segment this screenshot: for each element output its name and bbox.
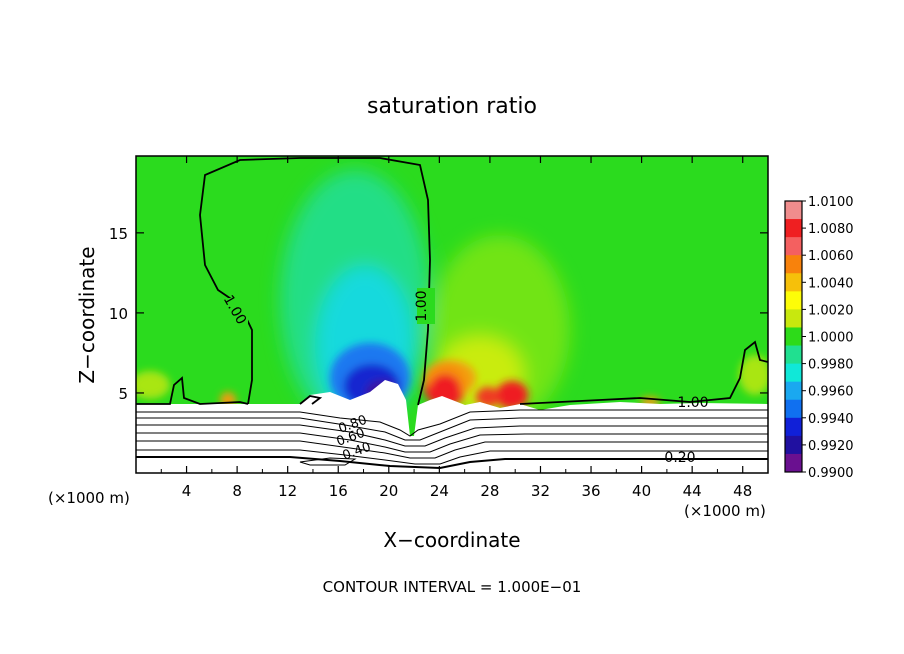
field-blob-red4 bbox=[476, 387, 500, 407]
x-tick-label: 16 bbox=[329, 482, 348, 500]
x-tick-label: 8 bbox=[232, 482, 242, 500]
x-axis: 4 8 12 16 20 24 28 32 36 40 44 48 bbox=[160, 156, 769, 500]
colorbar-swatch bbox=[785, 237, 802, 256]
x-tick-label: 28 bbox=[480, 482, 499, 500]
contour-line-4 bbox=[136, 432, 768, 453]
field-blob-yellow-left bbox=[136, 371, 170, 399]
contour-line-5 bbox=[136, 440, 768, 459]
contour-line-3 bbox=[136, 424, 768, 447]
colorbar-swatch bbox=[785, 381, 802, 401]
contour-line-1 bbox=[136, 409, 768, 437]
x-tick-label: 12 bbox=[278, 482, 297, 500]
plot-frame bbox=[135, 155, 769, 474]
contour-label-back-1 bbox=[214, 298, 248, 328]
y-axis: 5 10 15 bbox=[109, 225, 768, 403]
contour-label-backs bbox=[214, 288, 435, 328]
colorbar-label: 1.0020 bbox=[808, 303, 854, 318]
colorbar-swatch bbox=[785, 417, 802, 437]
colorbar-swatch bbox=[785, 345, 802, 365]
colorbar-label: 0.9920 bbox=[808, 439, 854, 454]
contour-label: 1.00 bbox=[414, 290, 430, 321]
x-unit-right: (×1000 m) bbox=[684, 502, 766, 520]
colorbar-label: 1.0100 bbox=[808, 195, 854, 210]
y-tick-label: 15 bbox=[109, 225, 128, 243]
contour-line-6 bbox=[136, 449, 768, 465]
plot-field bbox=[136, 156, 768, 473]
y-tick-label: 10 bbox=[109, 305, 128, 323]
y-tick-label: 5 bbox=[118, 385, 128, 403]
contour-line-100-left-surface bbox=[136, 376, 249, 405]
colorbar-swatch bbox=[785, 219, 802, 238]
x-axis-label: X−coordinate bbox=[383, 528, 520, 552]
colorbar-swatch bbox=[785, 201, 802, 220]
colorbar-swatch bbox=[785, 309, 802, 328]
colorbar-label: 1.0040 bbox=[808, 276, 854, 291]
colorbar-label: 0.9940 bbox=[808, 412, 854, 427]
contour-line-7 bbox=[136, 456, 768, 470]
x-unit-left: (×1000 m) bbox=[48, 489, 130, 507]
chart-title: saturation ratio bbox=[367, 94, 537, 119]
colorbar: 1.0100 1.0080 1.0060 1.0040 1.0020 1.0000 0.99… bbox=[784, 195, 854, 481]
contour-interval-note: CONTOUR INTERVAL = 1.000E−01 bbox=[323, 578, 582, 596]
x-tick-label: 44 bbox=[683, 482, 702, 500]
colorbar-label: 1.0000 bbox=[808, 331, 854, 346]
colorbar-swatch bbox=[785, 453, 802, 473]
contour-lines-lower bbox=[136, 409, 768, 470]
x-tick-label: 32 bbox=[531, 482, 550, 500]
contour-label: 1.00 bbox=[677, 395, 708, 411]
colorbar-label: 1.0080 bbox=[808, 222, 854, 237]
x-tick-label: 48 bbox=[733, 482, 752, 500]
contour-line-100-right-surface bbox=[519, 340, 768, 405]
colorbar-label: 0.9980 bbox=[808, 358, 854, 373]
contour-label: 0.20 bbox=[664, 450, 695, 466]
contour-line-2 bbox=[136, 417, 768, 441]
colorbar-label: 0.9900 bbox=[808, 466, 854, 481]
field-blob-yellow-far-right bbox=[739, 355, 768, 395]
x-tick-label: 20 bbox=[379, 482, 398, 500]
x-tick-label: 36 bbox=[581, 482, 600, 500]
x-tick-label: 24 bbox=[430, 482, 449, 500]
x-tick-label: 40 bbox=[632, 482, 651, 500]
colorbar-swatch bbox=[785, 327, 802, 347]
contour-line-8 bbox=[299, 457, 357, 466]
colorbar-label: 0.9960 bbox=[808, 385, 854, 400]
colorbar-swatch bbox=[785, 255, 802, 274]
contour-label-back-2 bbox=[417, 288, 435, 324]
contour-line-100-inner bbox=[299, 395, 323, 405]
x-tick-label: 4 bbox=[182, 482, 192, 500]
colorbar-swatch bbox=[785, 291, 802, 310]
field-blob-red3 bbox=[496, 381, 528, 409]
colorbar-swatch bbox=[785, 399, 802, 419]
colorbar-swatch bbox=[785, 273, 802, 292]
colorbar-swatch bbox=[785, 363, 802, 383]
colorbar-label: 1.0060 bbox=[808, 249, 854, 264]
y-axis-label: Z−coordinate bbox=[75, 246, 99, 383]
colorbar-swatch bbox=[785, 435, 802, 455]
